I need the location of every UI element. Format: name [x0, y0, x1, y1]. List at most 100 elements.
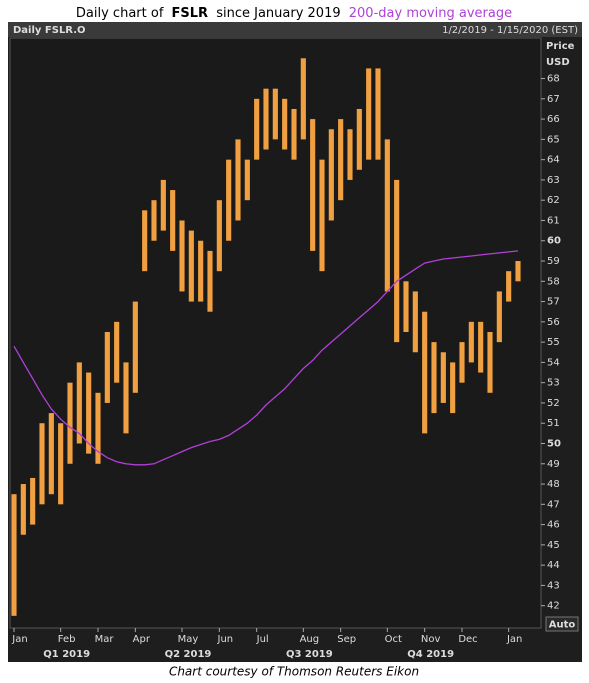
y-tick-label: 45: [547, 540, 560, 551]
price-range-bar: [179, 220, 185, 292]
price-range-bar: [188, 230, 194, 302]
y-tick-label: 57: [547, 297, 560, 308]
y-tick-label: 50: [547, 438, 561, 449]
price-range-bar: [254, 98, 260, 160]
header-left: Daily FSLR.O: [13, 25, 86, 36]
price-range-bar: [319, 159, 325, 272]
price-range-bar: [487, 331, 493, 393]
y-axis-label: USD: [546, 57, 570, 68]
price-range-bar: [11, 494, 17, 616]
price-range-bar: [151, 200, 157, 241]
y-tick-label: 52: [547, 398, 560, 409]
x-tick-label: Nov: [421, 634, 441, 645]
x-tick-label: Apr: [133, 634, 151, 645]
price-range-bar: [291, 108, 297, 160]
y-tick-label: 66: [547, 114, 560, 125]
price-range-bar: [20, 484, 26, 535]
y-tick-label: 60: [547, 236, 561, 247]
price-range-bar: [142, 210, 148, 272]
price-range-bar: [496, 291, 502, 343]
price-range-bar: [39, 423, 45, 505]
x-tick-label: Feb: [58, 634, 76, 645]
price-range-bar: [412, 291, 418, 353]
price-range-bar: [300, 58, 306, 140]
price-range-bar: [403, 281, 409, 332]
title-symbol: FSLR: [172, 6, 209, 21]
header-bar: [8, 22, 582, 37]
caption: Chart courtesy of Thomson Reuters Eikon: [169, 665, 419, 679]
price-range-bar: [459, 342, 465, 383]
price-range-bar: [356, 108, 362, 170]
y-tick-label: 51: [547, 418, 560, 429]
price-range-bar: [310, 119, 316, 251]
price-range-bar: [282, 98, 288, 150]
y-tick-label: 46: [547, 520, 560, 531]
price-range-bar: [114, 321, 120, 383]
y-tick-label: 58: [547, 276, 560, 287]
x-tick-label: Dec: [458, 634, 477, 645]
y-tick-label: 48: [547, 479, 560, 490]
price-range-bar: [235, 139, 241, 221]
auto-button[interactable]: [545, 616, 579, 632]
price-range-bar: [76, 362, 82, 444]
price-range-bar: [48, 413, 54, 495]
price-range-bar: [226, 159, 232, 241]
price-range-bar: [338, 119, 344, 201]
title-part: since January 2019: [216, 6, 340, 21]
price-range-bar: [170, 190, 176, 251]
title-part: Daily chart of: [76, 6, 164, 21]
x-tick-label: Sep: [337, 634, 356, 645]
auto-button-label[interactable]: Auto: [549, 620, 576, 631]
y-tick-label: 62: [547, 195, 560, 206]
price-range-bar: [431, 342, 437, 414]
y-tick-label: 61: [547, 215, 560, 226]
y-tick-label: 49: [547, 459, 560, 470]
moving-average-line: [13, 250, 519, 466]
x-tick-label: May: [178, 634, 199, 645]
price-range-bar: [384, 139, 390, 292]
price-range-bar: [207, 250, 213, 312]
price-range-bar: [30, 477, 36, 525]
price-range-bar: [198, 240, 204, 302]
price-range-bar: [58, 423, 64, 505]
price-range-bar: [515, 261, 521, 282]
price-range-bar: [244, 159, 250, 201]
price-range-bar: [86, 372, 92, 454]
x-tick-label: Jun: [217, 634, 234, 645]
x-tick-label: Jan: [11, 634, 27, 645]
header-right: 1/2/2019 - 1/15/2020 (EST): [442, 25, 578, 36]
price-range-bar: [263, 88, 269, 150]
x-tick-label: Jul: [256, 634, 269, 645]
price-range-bar: [160, 179, 166, 231]
quarter-label: Q2 2019: [165, 649, 212, 660]
quarter-label: Q1 2019: [43, 649, 90, 660]
price-range-bar: [366, 68, 372, 160]
y-tick-label: 54: [547, 357, 560, 368]
y-tick-label: 42: [547, 601, 560, 612]
x-tick-label: Mar: [95, 634, 115, 645]
y-tick-label: 59: [547, 256, 560, 267]
y-tick-label: 53: [547, 378, 560, 389]
x-tick-label: Aug: [300, 634, 320, 645]
price-range-bar: [347, 129, 353, 180]
price-range-bar: [132, 301, 138, 393]
price-range-bar: [272, 88, 278, 140]
y-tick-label: 67: [547, 94, 560, 105]
y-tick-label: 64: [547, 155, 560, 166]
quarter-label: Q4 2019: [407, 649, 454, 660]
quarter-label: Q3 2019: [286, 649, 333, 660]
y-tick-label: 44: [547, 560, 560, 571]
price-range-bar: [478, 321, 484, 373]
y-tick-label: 56: [547, 317, 560, 328]
chart-title: Daily chart of FSLR since January 2019 2…: [76, 6, 512, 21]
price-range-bar: [104, 331, 110, 403]
x-tick-label: Oct: [385, 634, 402, 645]
price-range-bar: [422, 311, 428, 434]
x-tick-label: Jan: [506, 634, 522, 645]
price-range-bar: [468, 321, 474, 363]
y-axis-label: Price: [546, 41, 575, 52]
price-range-bar: [506, 271, 512, 302]
price-range-bar: [67, 382, 73, 464]
price-range-bar: [450, 362, 456, 414]
